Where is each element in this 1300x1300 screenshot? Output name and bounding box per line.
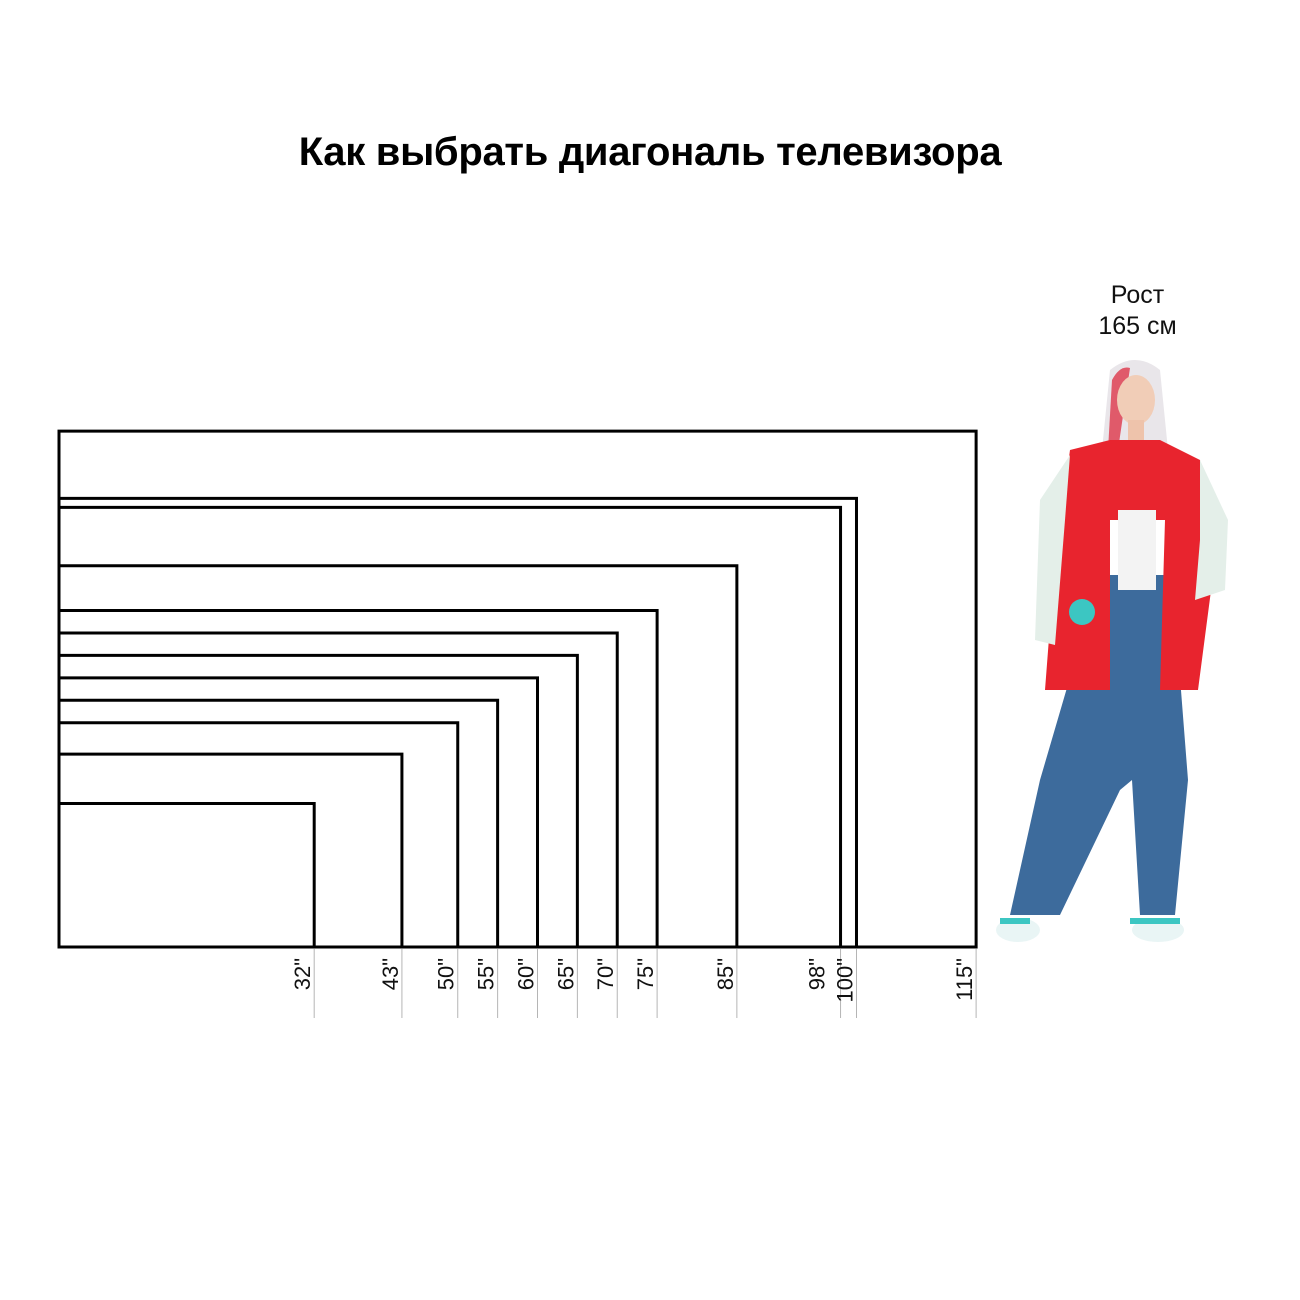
tv-outline-75: 75" xyxy=(57,609,659,1018)
size-label: 85" xyxy=(713,958,738,990)
tv-frame xyxy=(57,721,460,949)
height-caption: Рост xyxy=(1110,281,1165,309)
tv-outline-55: 55" xyxy=(57,698,500,1018)
tv-frame xyxy=(57,801,316,949)
size-label: 70" xyxy=(593,958,618,990)
tv-outline-32: 32" xyxy=(57,801,316,1018)
size-label: 50" xyxy=(434,958,459,990)
tv-frame xyxy=(57,698,500,949)
tv-frame xyxy=(57,609,659,949)
size-label: 100" xyxy=(832,958,857,1003)
tv-outline-65: 65" xyxy=(57,653,579,1018)
height-value: 165 см xyxy=(1098,312,1177,340)
tv-frame xyxy=(57,631,619,949)
tv-frame xyxy=(57,429,978,949)
size-label: 43" xyxy=(378,958,403,990)
size-label: 55" xyxy=(474,958,499,990)
size-label: 98" xyxy=(804,958,829,990)
size-label: 32" xyxy=(290,958,315,990)
page-title: Как выбрать диагональ телевизора xyxy=(298,130,1002,174)
size-label: 75" xyxy=(633,958,658,990)
tv-frame xyxy=(57,505,843,949)
tv-frame xyxy=(57,752,404,949)
tv-outline-115: 115" xyxy=(57,429,978,1018)
tv-frame xyxy=(57,676,539,949)
tv-frame xyxy=(57,564,739,949)
size-label: 60" xyxy=(513,958,538,990)
size-label: 115" xyxy=(952,958,977,1001)
tv-outline-43: 43" xyxy=(57,752,404,1018)
size-label: 65" xyxy=(553,958,578,990)
person-height-label: Рост 165 см xyxy=(1080,280,1195,342)
tv-outline-98: 98" xyxy=(57,505,843,1018)
